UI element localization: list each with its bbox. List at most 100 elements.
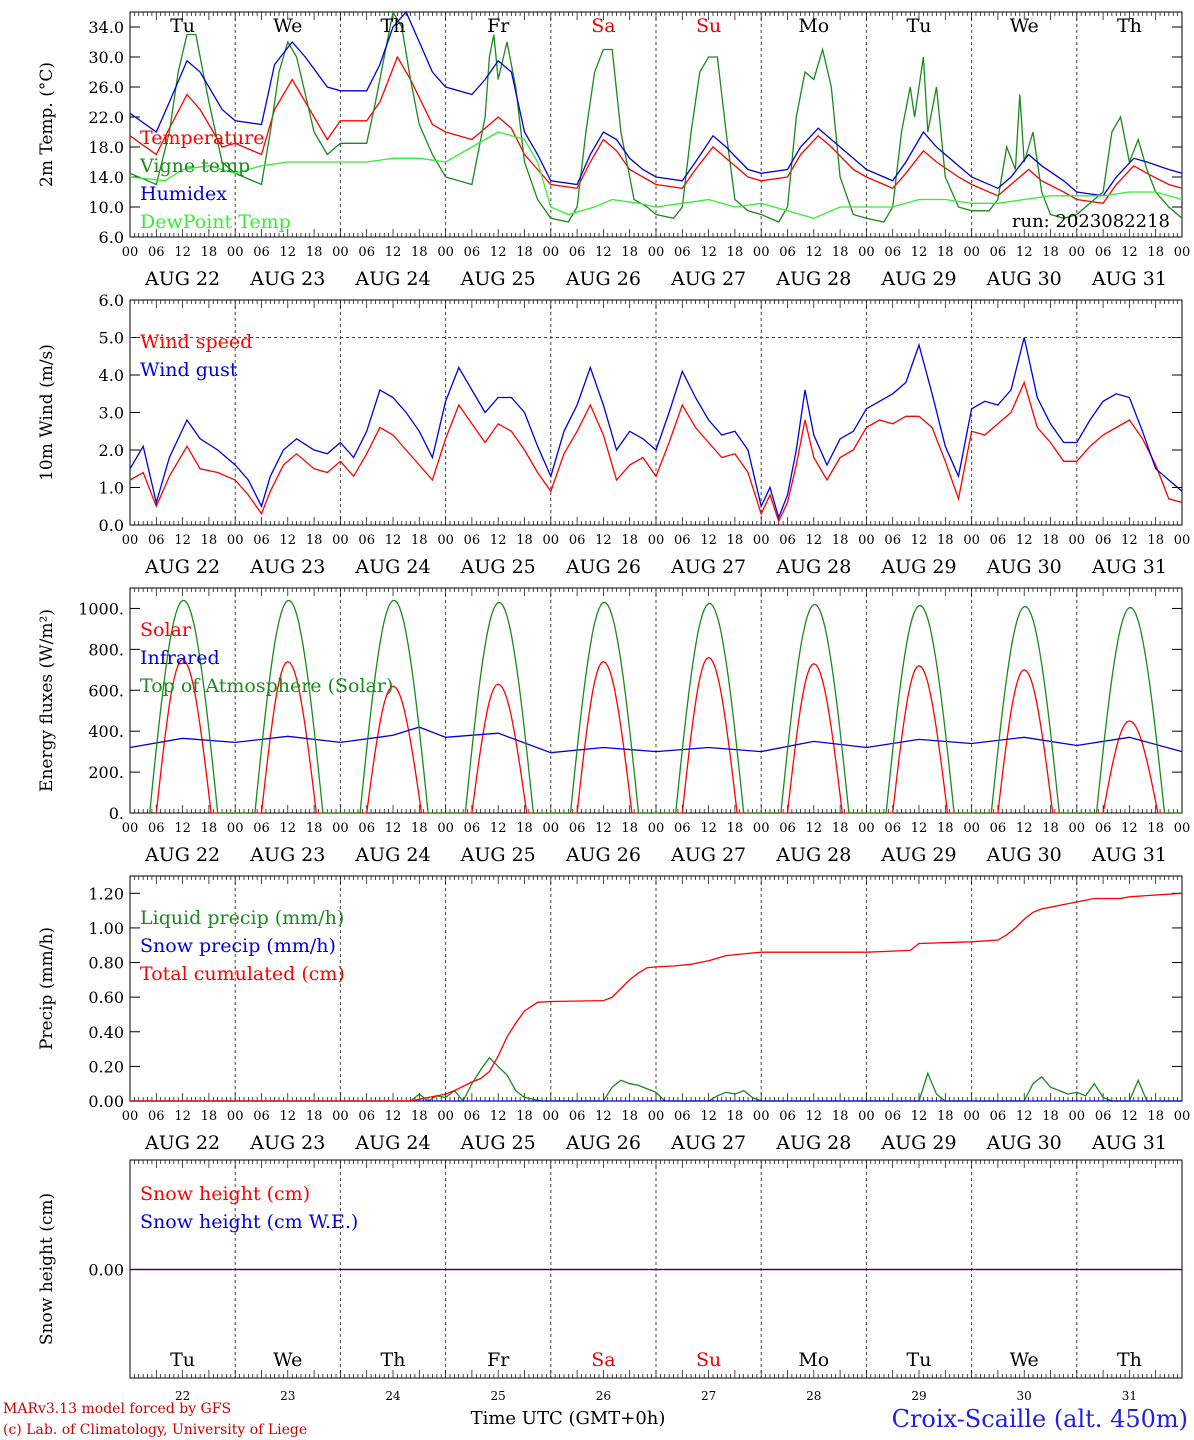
x-hour-label: 06 bbox=[779, 245, 796, 260]
x-hour-label: 18 bbox=[306, 821, 323, 836]
x-date-label: AUG 29 bbox=[880, 844, 956, 866]
x-hour-label: 06 bbox=[884, 1109, 901, 1124]
x-hour-label: 18 bbox=[832, 245, 849, 260]
legend-entry: Humidex bbox=[140, 183, 227, 205]
x-hour-label: 00 bbox=[227, 533, 244, 548]
x-hour-label: 00 bbox=[122, 533, 139, 548]
series-line-temperature bbox=[129, 55, 1183, 205]
x-hour-label: 00 bbox=[1174, 245, 1191, 260]
x-hour-label: 06 bbox=[884, 533, 901, 548]
legend-entry: Infrared bbox=[140, 647, 220, 669]
plot-frame bbox=[129, 587, 1183, 814]
x-hour-label: 00 bbox=[122, 245, 139, 260]
legend-entry: DewPoint Temp bbox=[140, 211, 291, 233]
x-date-label: AUG 25 bbox=[460, 844, 536, 866]
y-tick-label: 0.00 bbox=[88, 1261, 124, 1280]
x-hour-label: 18 bbox=[411, 245, 428, 260]
weekday-label: Tu bbox=[170, 15, 195, 37]
x-hour-label: 12 bbox=[174, 245, 191, 260]
x-hour-label: 00 bbox=[437, 533, 454, 548]
x-hour-label: 06 bbox=[569, 533, 586, 548]
y-tick-label: 5.0 bbox=[99, 329, 124, 348]
weekday-label: We bbox=[1010, 15, 1039, 37]
x-hour-label: 06 bbox=[674, 821, 691, 836]
x-hour-label: 06 bbox=[148, 1109, 165, 1124]
x-hour-label: 12 bbox=[806, 245, 823, 260]
x-hour-label: 00 bbox=[332, 533, 349, 548]
y-tick-label: 18.0 bbox=[88, 138, 124, 157]
x-hour-label: 18 bbox=[1042, 533, 1059, 548]
x-date-label: AUG 23 bbox=[249, 268, 325, 290]
x-hour-label: 18 bbox=[411, 1109, 428, 1124]
x-date-label: AUG 28 bbox=[775, 844, 851, 866]
x-hour-label: 18 bbox=[516, 245, 533, 260]
weekday-label: Th bbox=[1117, 1349, 1142, 1371]
x-hour-label: 00 bbox=[437, 821, 454, 836]
y-tick-label: 10.0 bbox=[88, 198, 124, 217]
x-hour-label: 00 bbox=[543, 821, 560, 836]
y-tick-label: 1000. bbox=[78, 599, 124, 618]
x-hour-label: 12 bbox=[1016, 533, 1033, 548]
x-hour-label: 00 bbox=[227, 821, 244, 836]
x-hour-label: 00 bbox=[858, 821, 875, 836]
x-date-label: AUG 29 bbox=[880, 1132, 956, 1154]
series-line-wind-gust bbox=[129, 337, 1183, 520]
run-annotation: run: 2023082218 bbox=[1012, 211, 1170, 232]
x-hour-label: 06 bbox=[148, 533, 165, 548]
x-hour-label: 06 bbox=[779, 1109, 796, 1124]
x-hour-label: 06 bbox=[148, 821, 165, 836]
weekday-label: Tu bbox=[907, 1349, 932, 1371]
x-hour-label: 12 bbox=[1121, 1109, 1138, 1124]
x-hour-label: 06 bbox=[148, 245, 165, 260]
x-hour-label: 00 bbox=[1069, 533, 1086, 548]
panel-5: 0.00 Snow height (cm) Snow height (cm) Snow… bbox=[37, 1159, 1183, 1403]
x-hour-label: 00 bbox=[963, 821, 980, 836]
x-date-label: AUG 27 bbox=[670, 844, 746, 866]
x-date-label: AUG 26 bbox=[565, 556, 641, 578]
series-line-wind-speed bbox=[129, 380, 1183, 524]
x-hour-label: 18 bbox=[1042, 245, 1059, 260]
x-hour-label: 00 bbox=[543, 533, 560, 548]
x-hour-label: 00 bbox=[543, 245, 560, 260]
x-hour-label: 06 bbox=[779, 821, 796, 836]
station-name: Croix-Scaille (alt. 450m) bbox=[892, 1405, 1188, 1433]
y-tick-label: 6.0 bbox=[99, 291, 124, 310]
x-date-label: AUG 28 bbox=[775, 1132, 851, 1154]
x-hour-label: 12 bbox=[1121, 533, 1138, 548]
x-date-label: AUG 30 bbox=[986, 844, 1062, 866]
x-hour-label: 00 bbox=[753, 1109, 770, 1124]
plot-frame bbox=[129, 11, 1183, 238]
x-hour-label: 00 bbox=[648, 533, 665, 548]
chart-panels: 6.0 10.0 14.0 18.0 22.0 26.0 30.0 34.0 2m Temp. … bbox=[37, 10, 1191, 1403]
y-tick-label: 6.0 bbox=[99, 228, 124, 247]
series-line-humidex bbox=[129, 10, 1183, 197]
x-hour-label: 06 bbox=[779, 533, 796, 548]
x-date-label: AUG 30 bbox=[986, 1132, 1062, 1154]
x-hour-label: 12 bbox=[1121, 821, 1138, 836]
x-hour-label: 00 bbox=[648, 245, 665, 260]
x-hour-label: 06 bbox=[884, 245, 901, 260]
x-hour-label: 18 bbox=[1147, 1109, 1164, 1124]
x-day-number: 30 bbox=[1017, 1389, 1032, 1403]
x-date-label: AUG 29 bbox=[880, 556, 956, 578]
x-date-label: AUG 23 bbox=[249, 556, 325, 578]
x-date-label: AUG 24 bbox=[354, 268, 430, 290]
lab-credit: (c) Lab. of Climatology, University of L… bbox=[3, 1422, 307, 1438]
x-date-label: AUG 22 bbox=[144, 844, 220, 866]
x-hour-label: 06 bbox=[358, 821, 375, 836]
y-tick-label: 400. bbox=[88, 722, 124, 741]
x-date-label: AUG 22 bbox=[144, 1132, 220, 1154]
x-hour-label: 12 bbox=[911, 1109, 928, 1124]
panel-4: 0.00 0.20 0.40 0.60 0.80 1.00 1.20 Precip (mm/h… bbox=[37, 875, 1190, 1154]
x-hour-label: 06 bbox=[569, 821, 586, 836]
legend-entry: Liquid precip (mm/h) bbox=[140, 907, 344, 929]
weekday-label: We bbox=[273, 15, 302, 37]
x-hour-label: 12 bbox=[174, 533, 191, 548]
legend-entry: Snow precip (mm/h) bbox=[140, 935, 336, 957]
x-hour-label: 00 bbox=[437, 1109, 454, 1124]
x-date-label: AUG 25 bbox=[460, 268, 536, 290]
weekday-label: Tu bbox=[907, 15, 932, 37]
x-hour-label: 12 bbox=[1016, 821, 1033, 836]
y-tick-label: 200. bbox=[88, 763, 124, 782]
x-hour-label: 18 bbox=[201, 533, 218, 548]
